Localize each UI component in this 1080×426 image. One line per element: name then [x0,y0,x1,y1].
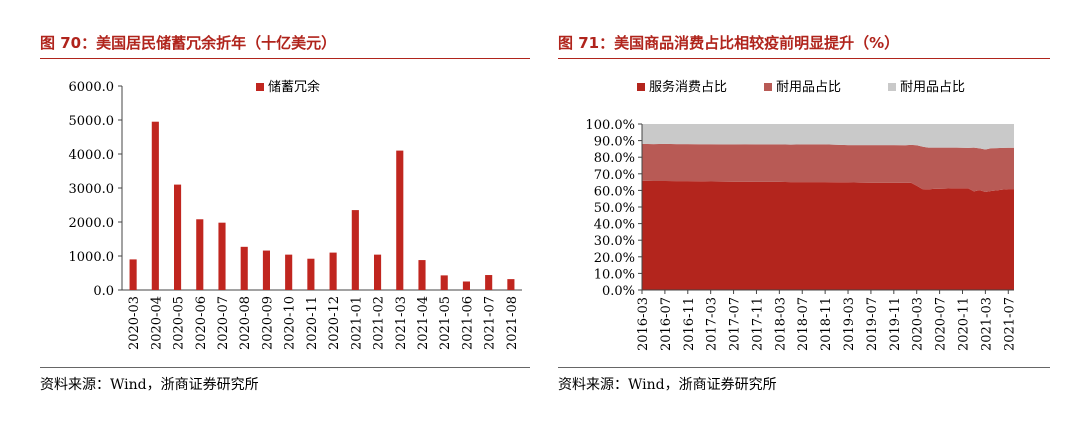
x-tick-label: 2018-07 [796,297,811,351]
bar [174,184,182,290]
y-tick-label: 5000.0 [69,114,115,129]
x-tick-label: 2020-09 [260,296,275,350]
x-tick-label: 2020-12 [327,296,342,350]
x-tick-label: 2021-06 [460,296,475,350]
legend-swatch [764,83,772,91]
bar [262,250,270,290]
x-tick-label: 2021-03 [979,297,994,351]
x-tick-label: 2020-07 [934,297,949,351]
figure-70-panel: 图 70：美国居民储蓄冗余折年（十亿美元） 0.0 1000.0 2000.0 300… [0,0,530,426]
bar [329,252,337,290]
y-tick-label: 2000.0 [69,216,115,231]
figure-71-title: 图 71：美国商品消费占比相较疫前明显提升（%） [558,34,900,52]
x-tick-label: 2020-11 [956,297,971,351]
bar [285,254,293,290]
x-tick-label: 2021-02 [372,296,387,350]
bar [374,254,382,290]
legend-swatch [888,83,896,91]
savings-bar-chart: 0.0 1000.0 2000.0 3000.0 4000.0 5000.0 6000.0 2… [69,79,522,350]
y-tick-label: 100.0% [585,118,635,133]
y-tick-label: 90.0% [594,135,635,150]
x-tick-label: 2020-03 [127,296,142,350]
legend-label: 耐用品占比 [900,80,965,95]
y-tick-label: 1000.0 [69,250,115,265]
x-tick-label: 2020-05 [172,296,187,350]
y-tick-label: 0.0% [602,284,635,299]
bar [418,260,426,290]
x-tick-label: 2021-07 [1002,297,1017,351]
y-tick-label: 40.0% [594,218,635,233]
x-tick-label: 2016-07 [659,297,674,351]
bar [307,258,315,290]
x-tick-label: 2020-10 [283,296,298,350]
x-tick-label: 2020-03 [911,297,926,351]
x-tick-label: 2021-05 [438,296,453,350]
bar [507,279,515,290]
x-tick-label: 2021-08 [505,296,520,350]
x-tick-label: 2018-11 [819,297,834,351]
source-rule [558,367,1050,368]
x-tick-label: 2020-07 [216,296,231,350]
figure-70-source: 资料来源：Wind，浙商证券研究所 [40,377,259,393]
durables-area [642,143,1014,193]
x-tick-label: 2017-03 [705,297,720,351]
bar [151,121,159,290]
y-tick-label: 80.0% [594,151,635,166]
legend-swatch [637,83,645,91]
figure-71-panel: 图 71：美国商品消费占比相较疫前明显提升（%） 0.0% 10.0% 20.0% 3… [550,0,1080,426]
legend-label: 服务消费占比 [649,79,727,95]
y-tick-label: 50.0% [594,201,635,216]
x-tick-label: 2016-03 [636,297,651,351]
figure-70-title: 图 70：美国居民储蓄冗余折年（十亿美元） [40,34,337,52]
x-tick-label: 2019-03 [842,297,857,351]
title-rule [40,58,530,59]
source-rule [40,367,530,368]
x-tick-label: 2019-11 [888,297,903,351]
bar [218,222,226,290]
y-tick-label: 3000.0 [69,182,115,197]
x-tick-label: 2016-11 [682,297,697,351]
legend-label: 储蓄冗余 [268,79,320,95]
bar [129,259,137,290]
services-area [642,180,1014,290]
legend-swatch [256,83,264,91]
x-tick-label: 2017-11 [750,297,765,351]
x-tick-label: 2018-03 [773,297,788,351]
y-tick-label: 30.0% [594,234,635,249]
legend-label: 耐用品占比 [776,80,841,95]
bar [485,275,493,290]
x-tick-label: 2021-03 [394,296,409,350]
y-tick-label: 10.0% [594,267,635,282]
x-tick-label: 2021-01 [349,296,364,350]
figure-71-source: 资料来源：Wind，浙商证券研究所 [558,377,777,393]
nondurables-area [642,124,1014,150]
x-tick-label: 2017-07 [728,297,743,351]
x-tick-label: 2020-06 [194,296,209,350]
bar [440,275,448,290]
bar [240,246,248,290]
y-tick-label: 4000.0 [69,148,115,163]
y-tick-label: 0.0 [93,284,114,299]
x-tick-label: 2020-04 [149,296,164,350]
bar [351,210,359,290]
y-tick-label: 60.0% [594,184,635,199]
x-tick-label: 2019-07 [865,297,880,351]
bar [396,150,404,290]
x-tick-label: 2020-11 [305,296,320,350]
consumption-share-area-chart: 0.0% 10.0%20.0% 30.0%40.0% 50.0% 60.0%70.0% 8… [585,79,1017,351]
bar [196,219,204,290]
bar [462,281,470,290]
x-tick-label: 2021-04 [416,296,431,350]
y-tick-label: 6000.0 [69,80,115,95]
y-tick-label: 70.0% [594,168,635,183]
x-tick-label: 2020-08 [238,296,253,350]
y-tick-label: 20.0% [594,251,635,266]
x-tick-label: 2021-07 [483,296,498,350]
title-rule [558,58,1050,59]
